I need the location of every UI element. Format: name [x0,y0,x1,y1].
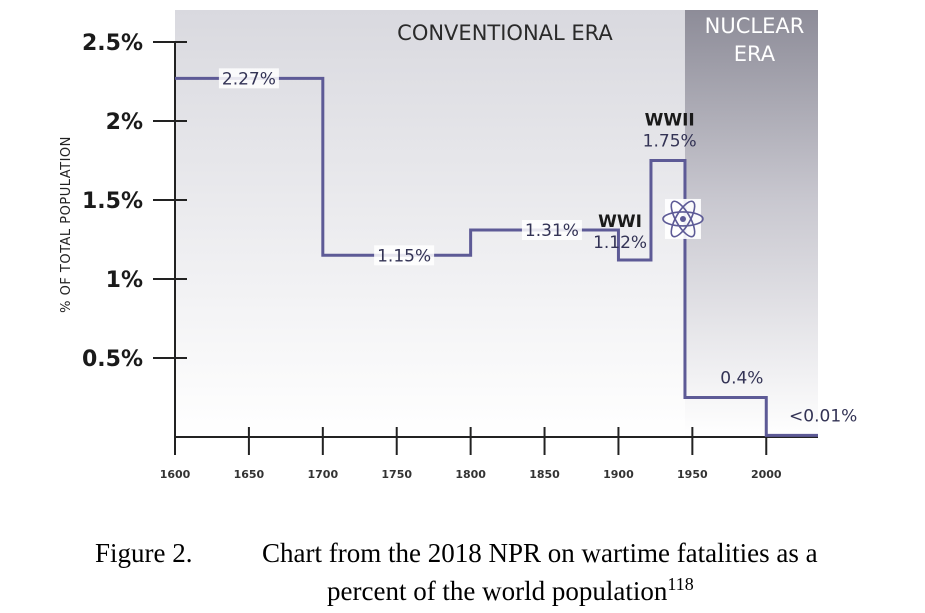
atom-orbit [670,200,696,238]
x-tick-label: 2000 [751,468,782,481]
x-tick-label: 1850 [529,468,560,481]
data-label: 2.27% [222,69,276,89]
data-label-bg [521,220,582,241]
y-tick-label: 2% [106,110,143,135]
figure-caption-line-2: percent of the world population118 [327,574,694,607]
nuclear-era-label-line-2: ERA [734,42,776,66]
y-tick-label: 1.5% [82,189,143,214]
data-label-bg [374,245,435,266]
conventional-era-label: CONVENTIONAL ERA [397,21,613,45]
atom-icon [662,198,704,239]
atom-nucleus [679,215,686,222]
data-label: 1.75% [643,132,697,152]
x-tick-label: 1750 [381,468,412,481]
nuclear-era-region [684,10,818,437]
y-tick-label: 1% [106,268,143,293]
x-tick-label: 1700 [308,468,339,481]
x-tick-label: 1950 [677,468,708,481]
x-tick-label: 1650 [234,468,265,481]
data-label: 1.31% [525,221,579,241]
nuclear-era-label-line-1: NUCLEAR [705,14,805,38]
caption-text: percent of the world population [327,576,668,606]
figure-caption-label: Figure 2. [95,538,193,568]
data-label: 1.15% [377,246,431,266]
x-tick-label: 1800 [455,468,486,481]
chart: CONVENTIONAL ERA NUCLEAR ERA 2.5% 2% 1.5% 1% 0… [59,10,857,481]
series-line [175,76,818,437]
y-axis-label: % OF TOTAL POPULATION [59,136,74,313]
event-label: WWII [645,111,695,131]
event-label: WWI [598,212,642,232]
y-tick-label: 0.5% [82,347,143,372]
data-label: 0.4% [720,369,763,389]
data-label-bg [218,68,279,89]
footnote-marker: 118 [667,574,694,594]
data-label: 1.12% [593,233,647,253]
x-tick-label: 1600 [160,468,191,481]
data-label: <0.01% [789,406,857,426]
atom-orbit [670,200,696,238]
figure-caption-line-1: Chart from the 2018 NPR on wartime fatal… [262,538,818,568]
x-tick-label: 1900 [603,468,634,481]
atom-orbit [662,211,704,227]
y-tick-label: 2.5% [82,31,143,56]
